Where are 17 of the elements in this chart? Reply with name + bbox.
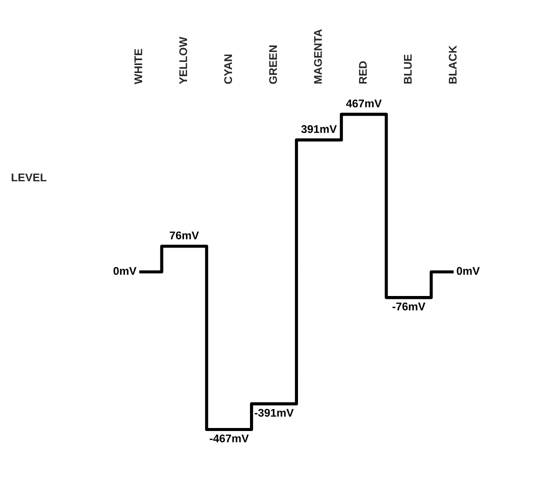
data-label: 391mV [301, 125, 337, 134]
data-label: 76mV [170, 231, 199, 240]
x-tick-label: BLUE [404, 54, 412, 84]
data-label: 0mV [114, 267, 136, 275]
x-tick-label: WHITE [134, 48, 142, 84]
data-label: 0mV [456, 267, 480, 275]
data-label: 467mV [346, 100, 382, 108]
x-tick-label: YELLOW [179, 36, 188, 84]
text: LEVEL [12, 174, 46, 182]
data-label: -391mV [254, 408, 294, 417]
data-label: -76mV [392, 302, 426, 310]
x-tick-label: CYAN [224, 54, 232, 84]
x-tick-label: MAGENTA [314, 29, 322, 84]
x-tick-label: RED [359, 61, 367, 84]
x-tick-label: BLACK [448, 46, 457, 84]
data-label: -467mV [210, 434, 249, 442]
x-tick-label: GREEN [269, 46, 277, 84]
